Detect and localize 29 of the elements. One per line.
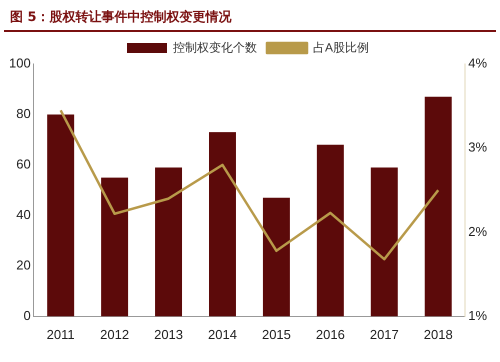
- y2-tick-label: 1%: [468, 308, 488, 323]
- bar: [316, 144, 344, 316]
- y2-tick-label: 2%: [468, 224, 488, 239]
- y-tick-label: 60: [16, 156, 31, 172]
- x-tick-label: 2017: [370, 326, 399, 342]
- chart-title: 图 5：股权转让事件中控制权变更情况: [4, 0, 496, 32]
- bar: [424, 96, 452, 316]
- x-tick-label: 2018: [424, 326, 453, 342]
- bar: [101, 178, 128, 316]
- y-tick-label: 0: [23, 308, 31, 323]
- x-tick-label: 2016: [316, 326, 345, 342]
- y-tick-label: 80: [16, 106, 31, 122]
- bar: [155, 167, 182, 316]
- x-tick-label: 2012: [100, 326, 130, 342]
- legend-label: 占A股比例: [313, 40, 370, 54]
- bar: [208, 132, 236, 316]
- x-tick-label: 2013: [154, 326, 183, 342]
- x-tick-label: 2014: [208, 326, 237, 342]
- y-tick-label: 100: [8, 56, 31, 71]
- x-tick-label: 2015: [262, 326, 291, 342]
- y2-tick-label: 3%: [468, 140, 488, 155]
- bar: [47, 114, 74, 316]
- bar: [370, 167, 398, 316]
- y-tick-label: 40: [16, 207, 31, 222]
- y2-tick-label: 4%: [468, 56, 488, 71]
- bar: [262, 198, 290, 316]
- legend-label: 控制权变化个数: [173, 40, 257, 54]
- y-tick-label: 20: [16, 258, 31, 272]
- x-tick-label: 2011: [46, 326, 75, 342]
